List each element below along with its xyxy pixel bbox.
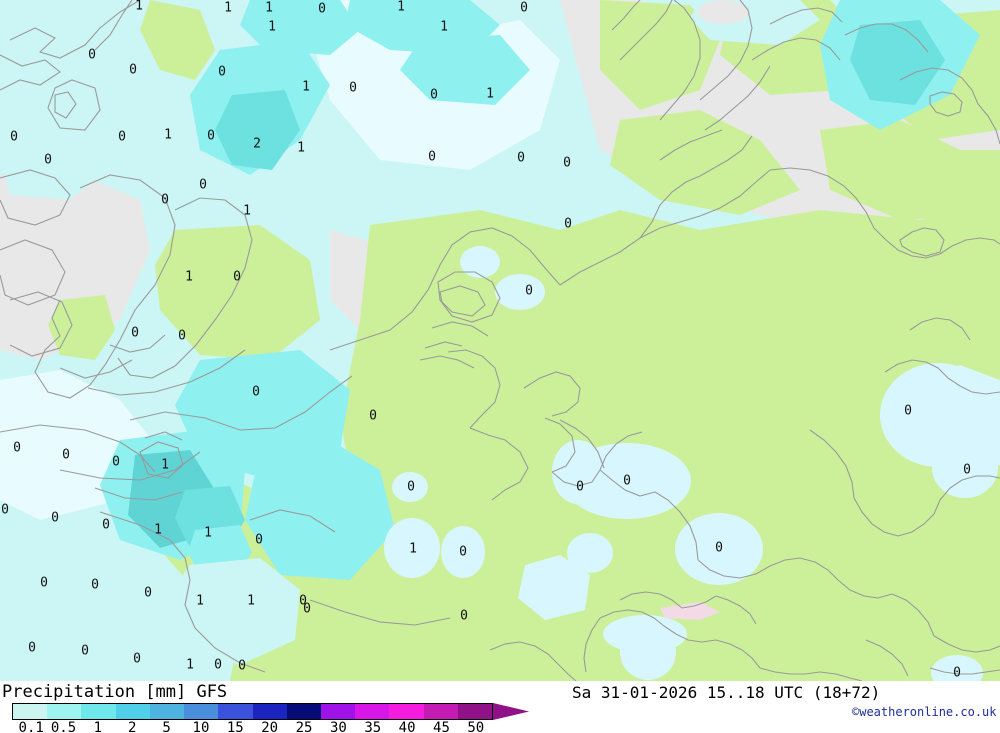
colorbar-segment-30 (320, 704, 356, 719)
colorbar-tick-30: 30 (329, 720, 347, 733)
colorbar-tick-2: 2 (128, 720, 137, 733)
colorbar-tick-35: 35 (364, 720, 382, 733)
colorbar-segment-20 (252, 704, 287, 719)
colorbar-segment-1 (81, 704, 116, 719)
colorbar-tick-5: 5 (162, 720, 171, 733)
copyright-text: ©weatheronline.co.uk (852, 705, 997, 719)
colorbar-segment-40 (389, 704, 424, 719)
colorbar-segment-2 (115, 704, 150, 719)
model-run-info: Sa 31-01-2026 15..18 UTC (18+72) (572, 683, 881, 702)
colorbar-segment-35 (355, 704, 390, 719)
precip-band-cyan (100, 0, 980, 580)
colorbar-segment-0.1 (13, 704, 48, 719)
colorbar-tick-1: 1 (93, 720, 103, 733)
colorbar-segment-25 (286, 704, 321, 719)
legend-band: Precipitation [mm] GFS Sa 31-01-2026 15.… (0, 681, 1000, 733)
colorbar-segment-10 (184, 704, 219, 719)
colorbar-tick-45: 45 (433, 720, 450, 733)
colorbar-segment-5 (149, 704, 185, 719)
colorbar-overflow-arrow (493, 703, 529, 720)
colorbar-segments[interactable] (12, 703, 493, 720)
colorbar[interactable]: 0.1 0.5 1 2 5 10 15 20 25 30 35 40 45 50 (0, 703, 540, 733)
colorbar-tick-labels: 0.1 0.5 1 2 5 10 15 20 25 30 35 40 45 50 (0, 721, 540, 733)
colorbar-tick-20: 20 (261, 720, 279, 733)
colorbar-segment-0.5 (47, 704, 82, 719)
legend-title: Precipitation [mm] GFS (2, 682, 228, 702)
colorbar-segment-15 (218, 704, 253, 719)
colorbar-segment-45 (423, 704, 458, 719)
colorbar-tick-0.1: 0.1 (18, 720, 44, 733)
coastlines-and-borders (0, 0, 1000, 681)
colorbar-tick-50: 50 (467, 720, 485, 733)
colorbar-tick-15: 15 (226, 720, 244, 733)
colorbar-tick-10: 10 (192, 720, 210, 733)
colorbar-tick-0.5: 0.5 (50, 720, 77, 733)
precip-band-light-green (48, 0, 1000, 681)
colorbar-tick-40: 40 (398, 720, 416, 733)
colorbar-segment-50 (457, 704, 493, 719)
colorbar-tick-25: 25 (295, 720, 313, 733)
snow-band (660, 602, 720, 620)
